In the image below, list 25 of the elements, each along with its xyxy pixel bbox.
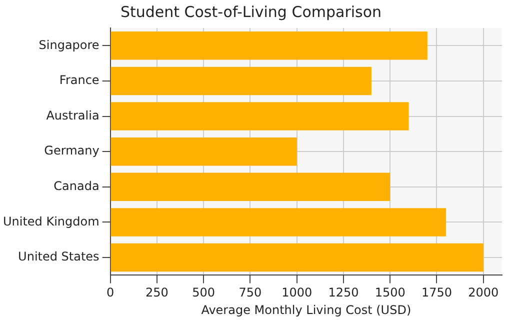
y-tick-label: Singapore	[38, 38, 100, 52]
x-tick-label: 250	[145, 286, 168, 300]
x-tick-label: 0	[106, 286, 114, 300]
x-tick-label: 1750	[421, 286, 452, 300]
x-tick-label: 1000	[282, 286, 312, 300]
bar	[110, 208, 446, 236]
bar	[110, 172, 390, 202]
bar	[110, 243, 484, 272]
x-tick-label: 500	[192, 286, 216, 300]
y-tick-label: United Kingdom	[2, 214, 100, 228]
y-tick-label: United States	[18, 250, 100, 264]
chart-title: Student Cost-of-Living Comparison	[120, 2, 382, 21]
bar	[110, 102, 409, 130]
y-tick-label: France	[59, 73, 100, 88]
x-axis-title: Average Monthly Living Cost (USD)	[201, 302, 412, 317]
y-tick-label: Australia	[46, 108, 100, 122]
y-tick-label: Canada	[54, 179, 100, 194]
y-tick-label: Germany	[44, 144, 100, 158]
x-tick-label: 1250	[328, 286, 359, 300]
bar	[110, 137, 297, 166]
x-tick-label: 2000	[468, 286, 499, 300]
x-tick-label: 1500	[374, 286, 406, 300]
bar	[110, 66, 372, 96]
bar	[110, 32, 428, 60]
x-tick-label: 750	[238, 286, 262, 300]
